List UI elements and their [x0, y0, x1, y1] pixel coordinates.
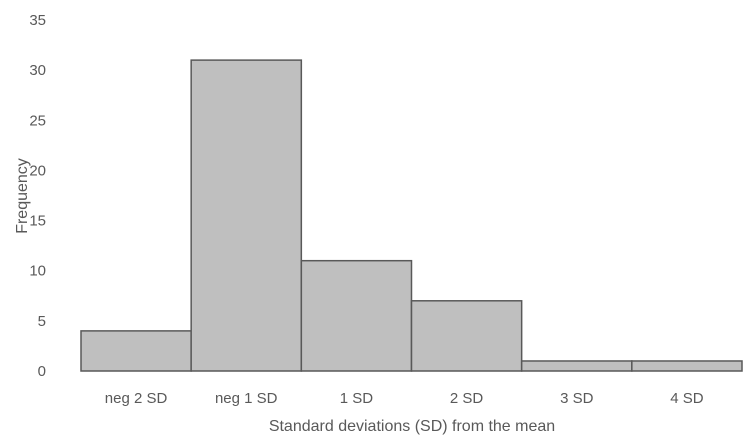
y-tick-label: 0	[38, 363, 46, 380]
y-tick-label: 25	[29, 112, 46, 129]
y-axis-title: Frequency	[14, 158, 31, 234]
x-tick-label: 1 SD	[340, 390, 374, 407]
bar-5	[522, 361, 632, 371]
x-tick-label: 2 SD	[450, 390, 484, 407]
y-tick-label: 35	[29, 12, 46, 29]
x-tick-label: neg 1 SD	[215, 390, 278, 407]
bars	[81, 60, 742, 371]
y-tick-label: 20	[29, 162, 46, 179]
bar-3	[301, 261, 411, 371]
x-tick-label: neg 2 SD	[105, 390, 168, 407]
x-axis-ticks: neg 2 SD neg 1 SD 1 SD 2 SD 3 SD 4 SD	[105, 390, 704, 407]
x-axis-title: Standard deviations (SD) from the mean	[269, 418, 555, 435]
bar-1	[81, 331, 191, 371]
y-tick-label: 5	[38, 313, 46, 330]
bar-6	[632, 361, 742, 371]
x-tick-label: 4 SD	[670, 390, 704, 407]
y-tick-label: 15	[29, 213, 46, 230]
bar-4	[412, 301, 522, 371]
y-tick-label: 30	[29, 62, 46, 79]
y-tick-label: 10	[29, 263, 46, 280]
bar-2	[191, 60, 301, 371]
x-tick-label: 3 SD	[560, 390, 594, 407]
y-axis-ticks: 0 5 10 15 20 25 30 35	[29, 12, 46, 380]
